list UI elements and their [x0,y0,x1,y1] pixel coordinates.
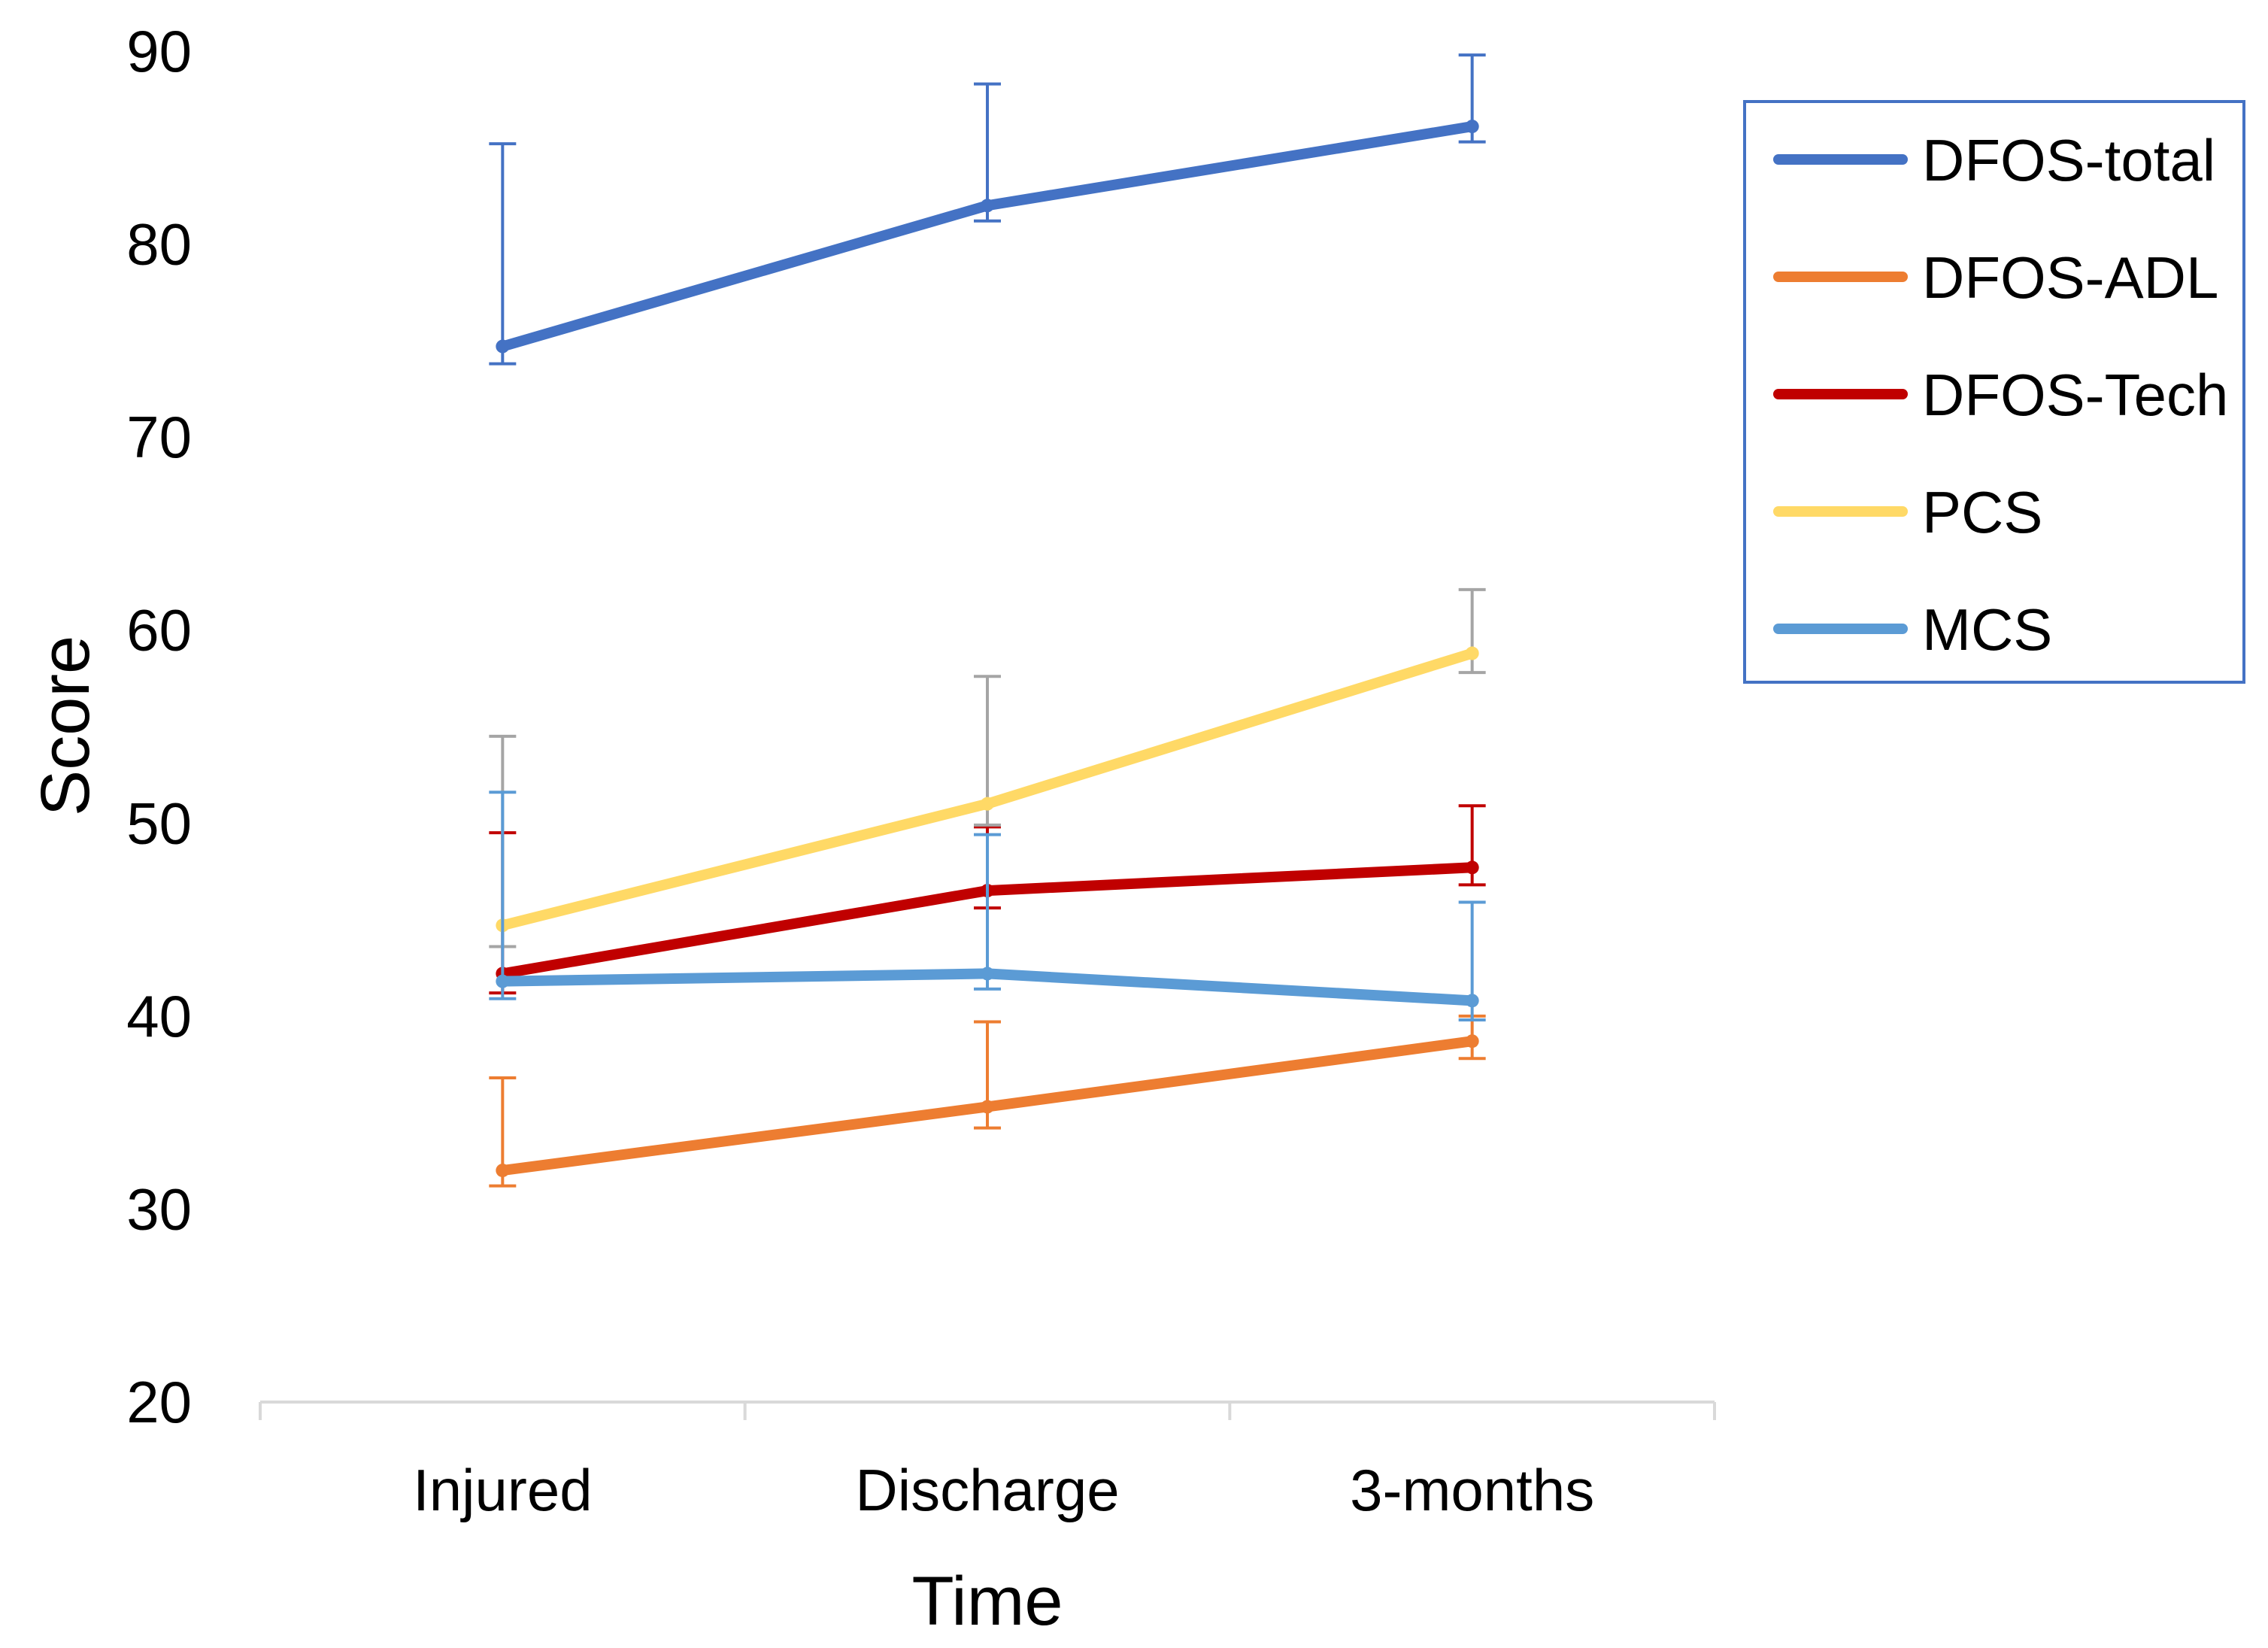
legend-item: DFOS-Tech [1773,362,2228,428]
legend-label: DFOS-total [1922,127,2215,193]
data-point [981,1100,994,1114]
y-tick-label: 50 [126,790,192,856]
legend-item: DFOS-total [1773,127,2215,193]
data-point [496,1164,510,1178]
legend-label: MCS [1922,596,2052,663]
legend-label: DFOS-Tech [1922,362,2228,428]
data-point [496,974,510,988]
legend-label: DFOS-ADL [1922,244,2218,311]
legend-item: MCS [1773,596,2052,663]
y-tick-label: 80 [126,211,192,278]
series-mcs [489,791,1486,1021]
data-point [1465,646,1479,660]
x-tick-label: 3-months [1350,1457,1594,1523]
data-point [1465,1034,1479,1049]
legend: DFOS-total DFOS-ADL DFOS-Tech PCS MCS [1743,100,2245,684]
x-tick-label: Injured [413,1457,593,1523]
data-point [1465,120,1479,134]
y-tick-label: 40 [126,983,192,1049]
data-point [981,967,994,981]
y-axis-tick-labels: 20 30 40 50 60 70 80 90 [126,18,192,1435]
y-tick-label: 90 [126,18,192,84]
axes: 20 30 40 50 60 70 80 90 Injured Discharge 3-month… [27,18,1716,1640]
series-dfos-total [489,53,1486,366]
x-axis-ticks [259,1402,1716,1420]
legend-label: PCS [1922,479,2042,545]
data-point [1465,994,1479,1008]
legend-item: DFOS-ADL [1773,244,2218,311]
data-point [496,339,510,354]
x-axis-tick-labels: Injured Discharge 3-months [413,1457,1594,1523]
y-tick-label: 70 [126,404,192,470]
data-point [981,797,994,811]
y-tick-label: 30 [126,1176,192,1242]
y-axis-title: Score [27,636,104,816]
series-dfos-adl [489,1014,1486,1188]
data-point [1465,860,1479,875]
x-axis-title: Time [911,1563,1063,1640]
legend-item: PCS [1773,479,2042,545]
y-tick-label: 60 [126,597,192,663]
x-tick-label: Discharge [855,1457,1119,1523]
plot-area [489,53,1486,1188]
data-point [981,199,994,213]
y-tick-label: 20 [126,1369,192,1435]
